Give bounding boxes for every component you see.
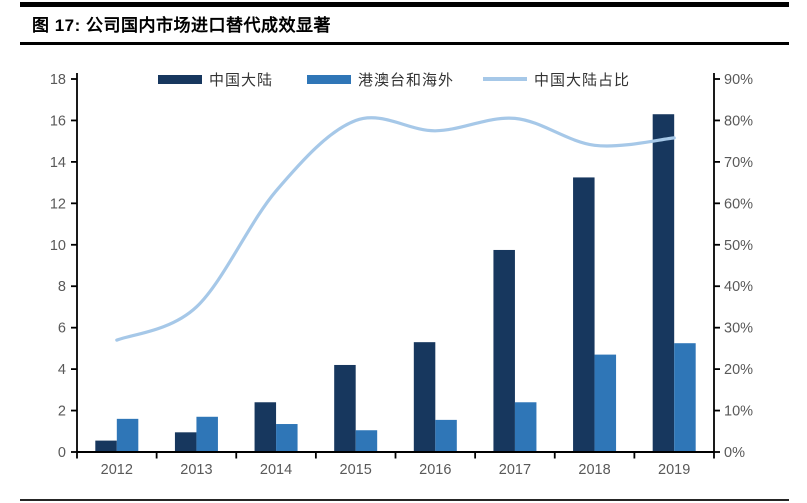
left-axis-label-16: 16 — [50, 113, 66, 129]
x-axis-label-2018: 2018 — [578, 462, 610, 478]
left-axis-label-18: 18 — [50, 72, 66, 88]
bar-series0-2015 — [334, 364, 356, 452]
overseas-bar-swatch-icon — [307, 74, 351, 84]
bar-series0-2013 — [174, 432, 197, 452]
bar-series0-2017 — [493, 249, 515, 452]
bar-series1-2013 — [196, 416, 218, 452]
x-axis-label-2012: 2012 — [101, 462, 133, 478]
legend-item-mainland: 中国大陆 — [158, 70, 274, 89]
bar-series0-2019 — [652, 114, 675, 452]
right-axis-label-20%: 20% — [724, 362, 753, 378]
x-axis-label-2014: 2014 — [260, 462, 292, 478]
x-axis-label-2019: 2019 — [658, 462, 690, 478]
right-axis-label-40%: 40% — [724, 279, 753, 295]
bar-series1-2016 — [435, 419, 457, 452]
left-axis-label-10: 10 — [50, 238, 66, 254]
figure-title: 图 17: 公司国内市场进口替代成效显著 — [32, 16, 332, 35]
legend-label-share: 中国大陆占比 — [534, 71, 631, 89]
bar-series1-2017 — [514, 402, 537, 452]
bar-series1-2012 — [116, 418, 139, 452]
x-axis-label-2016: 2016 — [419, 462, 451, 478]
right-axis-label-30%: 30% — [724, 321, 753, 337]
left-axis-label-8: 8 — [58, 279, 66, 295]
bar-series1-2015 — [355, 430, 378, 452]
legend-label-overseas: 港澳台和海外 — [358, 71, 455, 89]
bar-series0-2012 — [95, 440, 117, 452]
bar-series0-2018 — [573, 177, 595, 453]
left-axis-label-2: 2 — [58, 404, 66, 420]
legend-item-share: 中国大陆占比 — [483, 70, 631, 89]
top-rule — [20, 2, 789, 7]
right-axis-label-50%: 50% — [724, 238, 753, 254]
share-line-swatch-icon — [483, 77, 527, 81]
bottom-rule — [20, 499, 789, 501]
right-axis-label-10%: 10% — [724, 404, 753, 420]
right-axis-label-0%: 0% — [724, 445, 745, 461]
right-axis-label-70%: 70% — [724, 155, 753, 171]
left-axis-label-12: 12 — [50, 196, 66, 212]
legend-item-overseas: 港澳台和海外 — [307, 70, 455, 89]
share-percentage-line — [115, 116, 676, 342]
right-axis-label-60%: 60% — [724, 196, 753, 212]
left-axis-label-6: 6 — [58, 321, 66, 337]
bar-series0-2014 — [254, 402, 277, 452]
legend-label-mainland: 中国大陆 — [209, 71, 274, 89]
x-axis-label-2017: 2017 — [499, 462, 531, 478]
bar-series1-2019 — [674, 343, 696, 452]
bar-series0-2016 — [413, 342, 436, 452]
left-axis-label-14: 14 — [50, 155, 66, 171]
title-rule — [20, 42, 789, 45]
right-axis-label-80%: 80% — [724, 113, 753, 129]
chart-legend: 中国大陆 港澳台和海外 中国大陆占比 — [0, 70, 807, 89]
bar-series1-2014 — [276, 424, 298, 452]
mainland-bar-swatch-icon — [158, 74, 202, 84]
x-axis-label-2013: 2013 — [180, 462, 212, 478]
left-axis-label-0: 0 — [58, 445, 66, 461]
x-axis-label-2015: 2015 — [340, 462, 372, 478]
right-axis-label-90%: 90% — [724, 72, 753, 88]
left-axis-label-4: 4 — [58, 362, 66, 378]
bar-series1-2018 — [594, 354, 617, 452]
